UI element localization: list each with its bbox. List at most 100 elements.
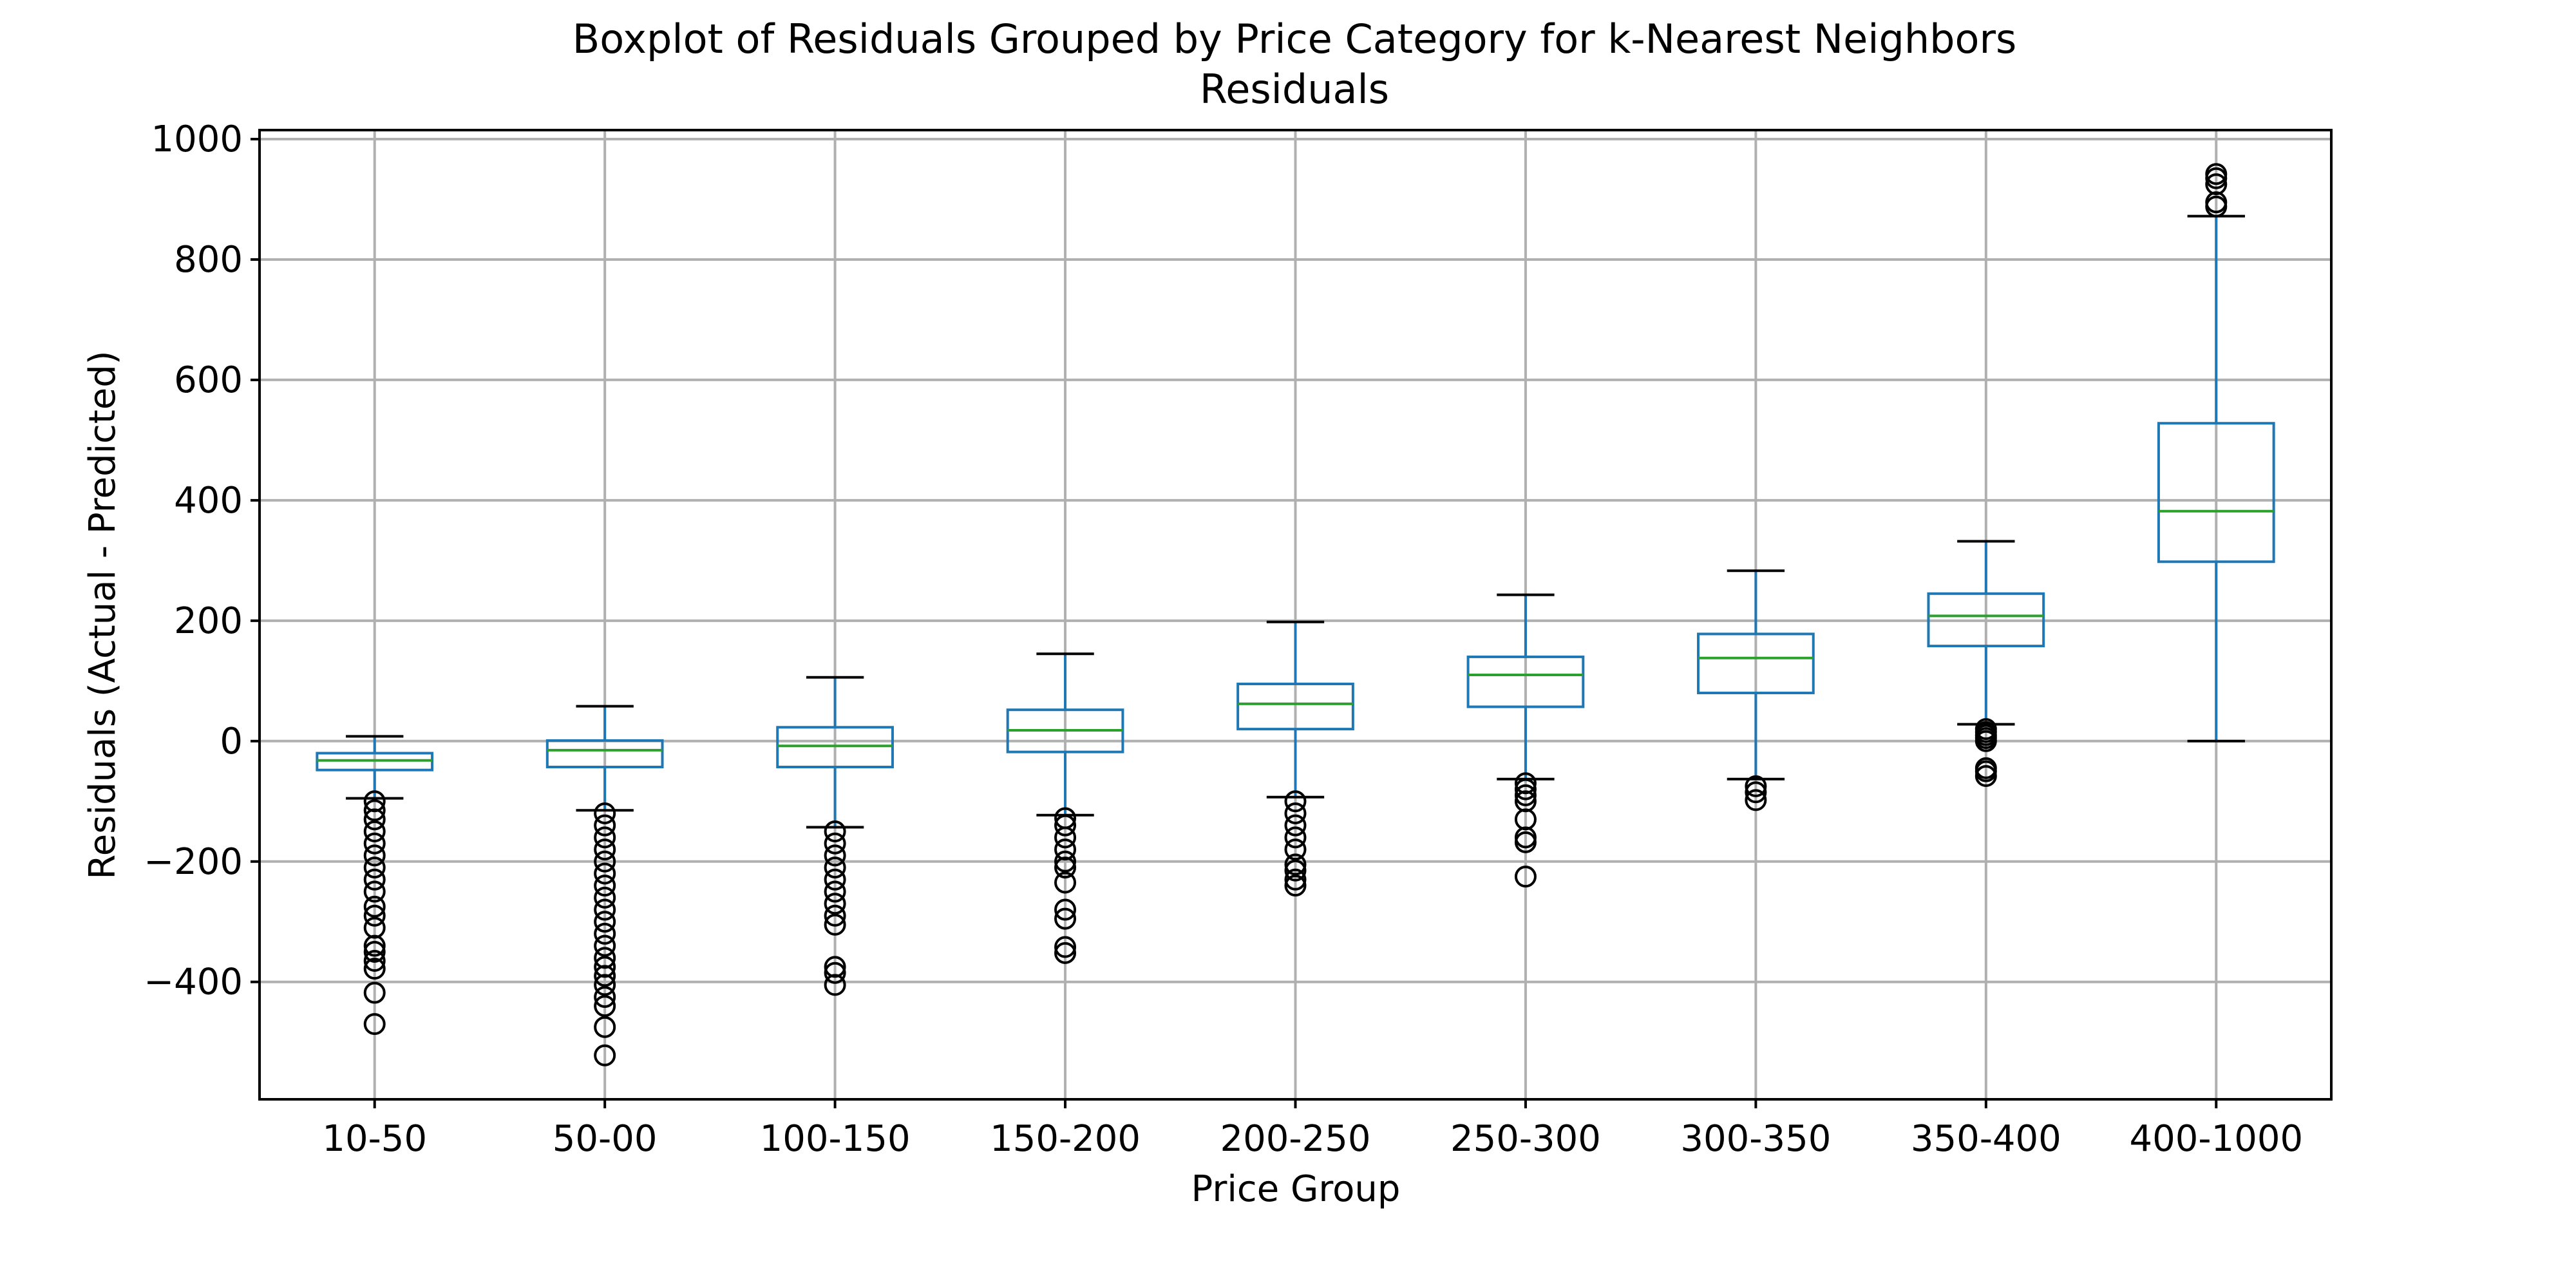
box-group-150-200: [1006, 652, 1124, 964]
outlier-point: [594, 995, 616, 1018]
y-tick-label: 1000: [151, 118, 243, 160]
iqr-box: [2157, 422, 2275, 564]
chart-title: Boxplot of Residuals Grouped by Price Ca…: [573, 15, 2017, 62]
iqr-box: [1927, 592, 2045, 648]
x-tick-label: 350-400: [1911, 1118, 2061, 1160]
x-tick-label: 200-250: [1220, 1118, 1371, 1160]
outlier-point: [594, 934, 616, 957]
axes-layer: −400 −200 0 200 400 600 800 1000 10-50 50-00 100-1…: [144, 118, 2303, 1160]
outlier-point: [594, 838, 616, 861]
outlier-point: [1284, 875, 1307, 897]
outlier-point: [363, 868, 386, 891]
outlier-point: [824, 844, 846, 867]
outlier-point: [1284, 859, 1307, 882]
iqr-box: [1466, 655, 1585, 708]
outlier-point: [594, 850, 616, 873]
outlier-point: [1284, 838, 1307, 861]
outlier-point: [824, 893, 846, 915]
outlier-point: [1054, 942, 1077, 964]
iqr-box: [1697, 632, 1815, 695]
outlier-point: [1284, 826, 1307, 849]
outlier-point: [363, 981, 386, 1004]
outlier-point: [1514, 778, 1537, 800]
y-tick-label: 600: [174, 359, 243, 401]
outlier-point: [2205, 163, 2228, 185]
boxes-layer: [316, 163, 2275, 1066]
box-group-200-250: [1236, 620, 1354, 897]
x-tick-label: 50-00: [553, 1118, 658, 1160]
outlier-point: [363, 958, 386, 980]
outlier-point: [363, 799, 386, 822]
outlier-point: [363, 790, 386, 813]
x-tick-label: 250-300: [1450, 1118, 1601, 1160]
box-group-350-400: [1927, 540, 2045, 788]
outlier-point: [594, 802, 616, 824]
box-group-400-1000: [2157, 163, 2275, 743]
outlier-point: [363, 820, 386, 843]
box-group-50-00: [545, 705, 664, 1066]
outlier-point: [594, 898, 616, 921]
outlier-point: [594, 922, 616, 945]
outlier-point: [824, 820, 846, 843]
outlier-point: [824, 956, 846, 978]
outlier-point: [1284, 814, 1307, 837]
outlier-point: [1054, 850, 1077, 873]
outlier-point: [824, 961, 846, 984]
y-tick-label: −200: [144, 841, 243, 883]
outlier-point: [1054, 871, 1077, 894]
outlier-point: [594, 826, 616, 849]
outlier-point: [594, 814, 616, 837]
outlier-point: [1514, 784, 1537, 806]
outlier-point: [1284, 868, 1307, 891]
box-group-100-150: [776, 676, 894, 996]
outlier-point: [1284, 802, 1307, 824]
x-axis-label: Price Group: [1191, 1168, 1401, 1210]
box-group-300-350: [1697, 569, 1815, 811]
outlier-point: [1975, 718, 1997, 741]
outlier-point: [1054, 898, 1077, 921]
box-group-250-300: [1466, 593, 1585, 888]
outlier-point: [1284, 853, 1307, 876]
outlier-point: [363, 895, 386, 918]
outlier-point: [363, 904, 386, 927]
box-group-10-50: [316, 735, 434, 1036]
outlier-point: [363, 832, 386, 855]
iqr-box: [545, 739, 664, 768]
outlier-point: [2205, 173, 2228, 196]
outlier-point: [1054, 807, 1077, 829]
outlier-point: [594, 862, 616, 885]
outlier-point: [1514, 866, 1537, 888]
outlier-point: [1514, 772, 1537, 795]
outlier-point: [363, 880, 386, 903]
outlier-point: [824, 913, 846, 936]
outlier-point: [363, 940, 386, 963]
outlier-point: [824, 868, 846, 891]
y-tick-label: −400: [144, 961, 243, 1003]
outlier-point: [1284, 790, 1307, 813]
outlier-point: [594, 1016, 616, 1038]
outlier-point: [824, 904, 846, 927]
outlier-point: [824, 880, 846, 903]
outlier-point: [1745, 781, 1767, 804]
outlier-point: [594, 886, 616, 909]
chart-subtitle: Residuals: [1200, 66, 1389, 113]
outlier-point: [363, 916, 386, 939]
x-tick-label: 150-200: [990, 1118, 1141, 1160]
outlier-point: [363, 857, 386, 879]
outlier-point: [1745, 775, 1767, 797]
outlier-point: [594, 956, 616, 978]
y-tick-label: 0: [220, 721, 243, 762]
outlier-point: [1054, 838, 1077, 861]
iqr-box: [1236, 683, 1354, 731]
outlier-point: [824, 832, 846, 855]
y-axis-label: Residuals (Actual - Predicted): [82, 350, 124, 879]
outlier-point: [1745, 789, 1767, 811]
x-tick-label: 400-1000: [2129, 1118, 2303, 1160]
x-tick-label: 300-350: [1680, 1118, 1831, 1160]
y-tick-label: 200: [174, 600, 243, 642]
y-tick-label: 800: [174, 239, 243, 281]
outlier-point: [1054, 907, 1077, 930]
outlier-point: [363, 1013, 386, 1036]
outlier-point: [1054, 814, 1077, 837]
